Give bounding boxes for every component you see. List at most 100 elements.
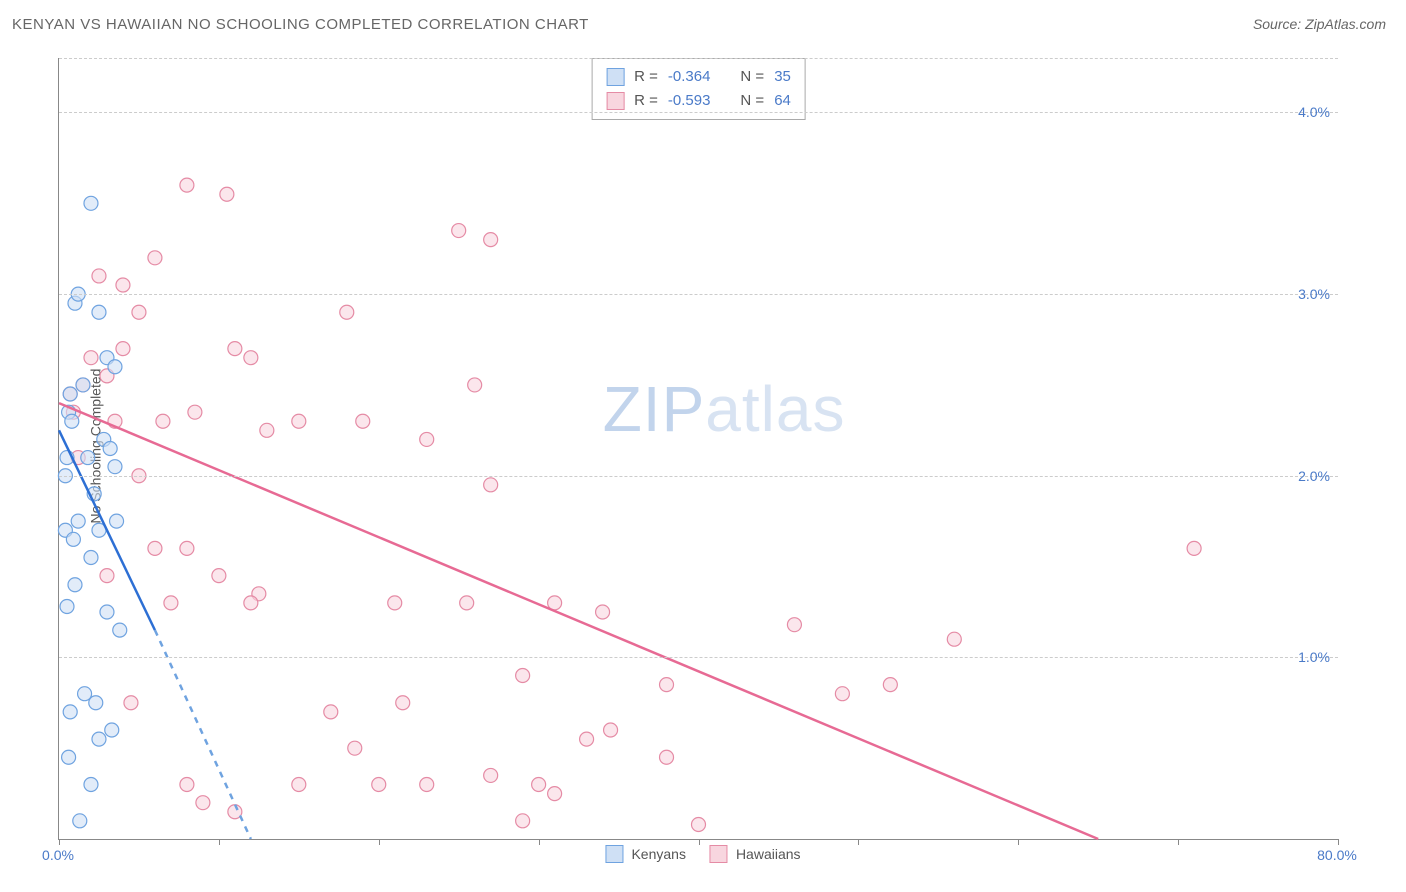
series2-swatch <box>606 92 624 110</box>
data-point <box>468 378 482 392</box>
data-point <box>180 178 194 192</box>
data-layer <box>59 58 1338 839</box>
data-point <box>84 778 98 792</box>
data-point <box>244 596 258 610</box>
n-value: 35 <box>774 65 791 89</box>
data-point <box>212 569 226 583</box>
data-point <box>92 305 106 319</box>
data-point <box>71 514 85 528</box>
data-point <box>196 796 210 810</box>
data-point <box>76 378 90 392</box>
x-tick-label: 80.0% <box>1317 847 1357 863</box>
data-point <box>660 750 674 764</box>
data-point <box>60 600 74 614</box>
series1-swatch <box>605 845 623 863</box>
x-tick <box>1338 839 1339 845</box>
data-point <box>548 787 562 801</box>
data-point <box>89 696 103 710</box>
data-point <box>180 541 194 555</box>
data-point <box>84 550 98 564</box>
stats-row-2: R = -0.593 N = 64 <box>606 89 791 113</box>
data-point <box>148 541 162 555</box>
stats-row-1: R = -0.364 N = 35 <box>606 65 791 89</box>
x-tick <box>1018 839 1019 845</box>
data-point <box>116 278 130 292</box>
data-point <box>292 414 306 428</box>
x-tick <box>59 839 60 845</box>
series2-swatch <box>710 845 728 863</box>
data-point <box>105 723 119 737</box>
data-point <box>883 678 897 692</box>
data-point <box>340 305 354 319</box>
data-point <box>516 669 530 683</box>
data-point <box>84 351 98 365</box>
data-point <box>604 723 618 737</box>
legend-item-kenyans: Kenyans <box>605 845 685 863</box>
data-point <box>835 687 849 701</box>
data-point <box>100 605 114 619</box>
data-point <box>220 187 234 201</box>
data-point <box>84 196 98 210</box>
x-tick <box>379 839 380 845</box>
x-tick <box>219 839 220 845</box>
data-point <box>228 342 242 356</box>
legend-label: Kenyans <box>631 846 685 862</box>
data-point <box>63 387 77 401</box>
data-point <box>516 814 530 828</box>
data-point <box>63 705 77 719</box>
gridline <box>59 112 1338 113</box>
fit-line <box>59 403 1098 839</box>
data-point <box>396 696 410 710</box>
data-point <box>92 269 106 283</box>
gridline <box>59 657 1338 658</box>
data-point <box>324 705 338 719</box>
n-value: 64 <box>774 89 791 113</box>
r-label: R = <box>634 89 658 113</box>
data-point <box>62 750 76 764</box>
y-tick-label: 2.0% <box>1298 468 1330 484</box>
data-point <box>244 351 258 365</box>
data-point <box>132 305 146 319</box>
data-point <box>124 696 138 710</box>
series1-swatch <box>606 68 624 86</box>
data-point <box>484 478 498 492</box>
data-point <box>65 414 79 428</box>
data-point <box>113 623 127 637</box>
data-point <box>532 778 546 792</box>
r-value: -0.364 <box>668 65 711 89</box>
data-point <box>180 778 194 792</box>
x-tick <box>539 839 540 845</box>
data-point <box>164 596 178 610</box>
n-label: N = <box>740 65 764 89</box>
data-point <box>1187 541 1201 555</box>
data-point <box>73 814 87 828</box>
chart-title: KENYAN VS HAWAIIAN NO SCHOOLING COMPLETE… <box>12 16 589 33</box>
data-point <box>452 224 466 238</box>
legend: Kenyans Hawaiians <box>605 845 800 863</box>
stats-box: R = -0.364 N = 35 R = -0.593 N = 64 <box>591 58 806 120</box>
x-tick <box>858 839 859 845</box>
data-point <box>148 251 162 265</box>
data-point <box>484 233 498 247</box>
data-point <box>66 532 80 546</box>
x-tick <box>1178 839 1179 845</box>
data-point <box>692 817 706 831</box>
gridline <box>59 476 1338 477</box>
y-tick-label: 1.0% <box>1298 649 1330 665</box>
n-label: N = <box>740 89 764 113</box>
data-point <box>388 596 402 610</box>
data-point <box>110 514 124 528</box>
gridline <box>59 294 1338 295</box>
data-point <box>420 432 434 446</box>
data-point <box>81 451 95 465</box>
data-point <box>420 778 434 792</box>
data-point <box>660 678 674 692</box>
data-point <box>947 632 961 646</box>
data-point <box>116 342 130 356</box>
r-value: -0.593 <box>668 89 711 113</box>
y-tick-label: 3.0% <box>1298 286 1330 302</box>
data-point <box>356 414 370 428</box>
fit-line <box>59 430 155 630</box>
data-point <box>108 460 122 474</box>
data-point <box>92 732 106 746</box>
